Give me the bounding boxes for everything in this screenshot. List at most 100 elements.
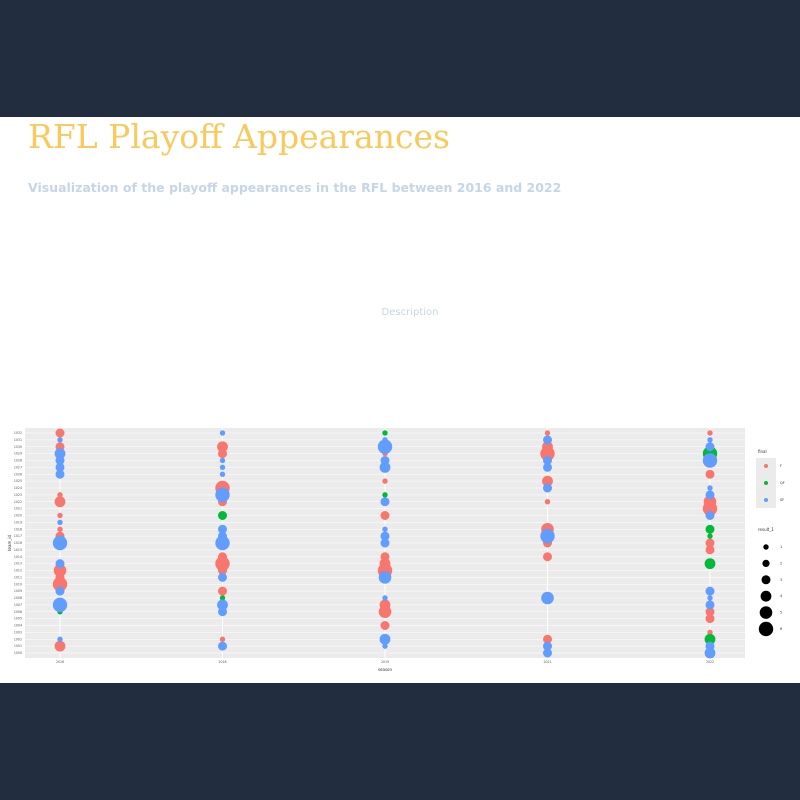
size-legend-key (759, 606, 773, 619)
point (707, 595, 713, 601)
point (543, 634, 552, 644)
point (705, 442, 715, 452)
point (219, 457, 226, 464)
y-tick-label: 1016 (14, 541, 22, 545)
size-legend-key (761, 575, 771, 585)
point (218, 572, 227, 582)
point (377, 439, 393, 454)
point (543, 435, 552, 445)
y-tick-label: 1003 (14, 630, 22, 634)
point (543, 641, 552, 651)
point (55, 586, 65, 596)
point (218, 524, 227, 534)
y-tick-label: 1009 (14, 589, 22, 593)
legend-title: final (758, 449, 767, 454)
x-tick-label: 2019 (381, 660, 389, 664)
point (702, 453, 718, 468)
point (54, 496, 66, 508)
point (55, 456, 65, 465)
y-tick-label: 1020 (14, 514, 22, 518)
point (704, 558, 716, 570)
point (55, 469, 65, 479)
description: Description (381, 307, 439, 318)
point (55, 462, 65, 472)
point (705, 614, 715, 624)
y-tick-label: 1010 (14, 582, 22, 586)
y-tick-label: 1017 (14, 534, 22, 538)
y-tick-label: 1027 (14, 465, 22, 469)
point (219, 471, 226, 477)
point (378, 571, 392, 584)
size-legend-label: 6 (780, 627, 782, 631)
y-tick-label: 1012 (14, 569, 22, 573)
point (382, 643, 388, 649)
size-legend-title: result_1 (758, 527, 774, 532)
size-legend-label: 5 (780, 611, 782, 615)
point (55, 428, 65, 438)
point (540, 528, 555, 544)
point (705, 600, 715, 610)
y-tick-label: 1031 (14, 438, 22, 442)
y-tick-label: 1028 (14, 459, 22, 463)
point (215, 556, 230, 571)
y-tick-label: 1007 (14, 603, 22, 607)
point (541, 591, 554, 605)
point (705, 545, 715, 555)
point (543, 483, 552, 493)
y-tick-label: 1011 (14, 575, 22, 579)
point (52, 535, 68, 551)
x-tick-label: 2021 (543, 660, 551, 664)
point (218, 586, 227, 596)
y-tick-label: 1018 (14, 527, 22, 531)
point (217, 599, 228, 611)
point (57, 519, 63, 526)
point (57, 437, 63, 443)
point (215, 535, 230, 551)
size-legend-label: 4 (780, 594, 783, 598)
point (55, 559, 65, 569)
point (218, 566, 227, 575)
point (380, 621, 390, 630)
point (57, 512, 63, 519)
point (705, 490, 715, 500)
point (218, 641, 227, 651)
y-tick-label: 1006 (14, 610, 22, 614)
point (705, 538, 715, 548)
point (707, 629, 713, 636)
y-tick-label: 1024 (14, 486, 22, 490)
point (707, 437, 713, 443)
point (380, 531, 390, 541)
point (542, 475, 553, 487)
point (705, 607, 715, 617)
x-tick-label: 2016 (56, 660, 64, 664)
point (219, 636, 226, 642)
x-axis-title: season (378, 667, 393, 672)
legend-key (764, 498, 768, 502)
y-tick-label: 1005 (14, 617, 22, 621)
point (57, 526, 63, 532)
point (54, 448, 66, 460)
point (544, 499, 551, 505)
point (379, 461, 391, 473)
x-tick-label: 2022 (706, 660, 714, 664)
y-tick-label: 1000 (14, 651, 22, 655)
y-tick-label: 1014 (14, 555, 22, 559)
y-tick-label: 1013 (14, 562, 22, 566)
y-axis-title: team_id (7, 535, 12, 551)
point (380, 497, 390, 507)
point (382, 526, 388, 532)
y-tick-label: 1008 (14, 596, 22, 600)
point (382, 492, 388, 498)
page-title: RFL Playoff Appearances (28, 117, 450, 156)
y-tick-label: 1030 (14, 445, 22, 449)
point (219, 430, 226, 436)
size-legend-key (762, 559, 770, 568)
point (382, 430, 388, 436)
y-tick-label: 1029 (14, 452, 22, 456)
point (705, 524, 715, 534)
size-legend-label: 2 (780, 561, 782, 565)
point (540, 446, 555, 461)
point (705, 511, 715, 520)
point (218, 607, 227, 617)
point (52, 597, 68, 613)
